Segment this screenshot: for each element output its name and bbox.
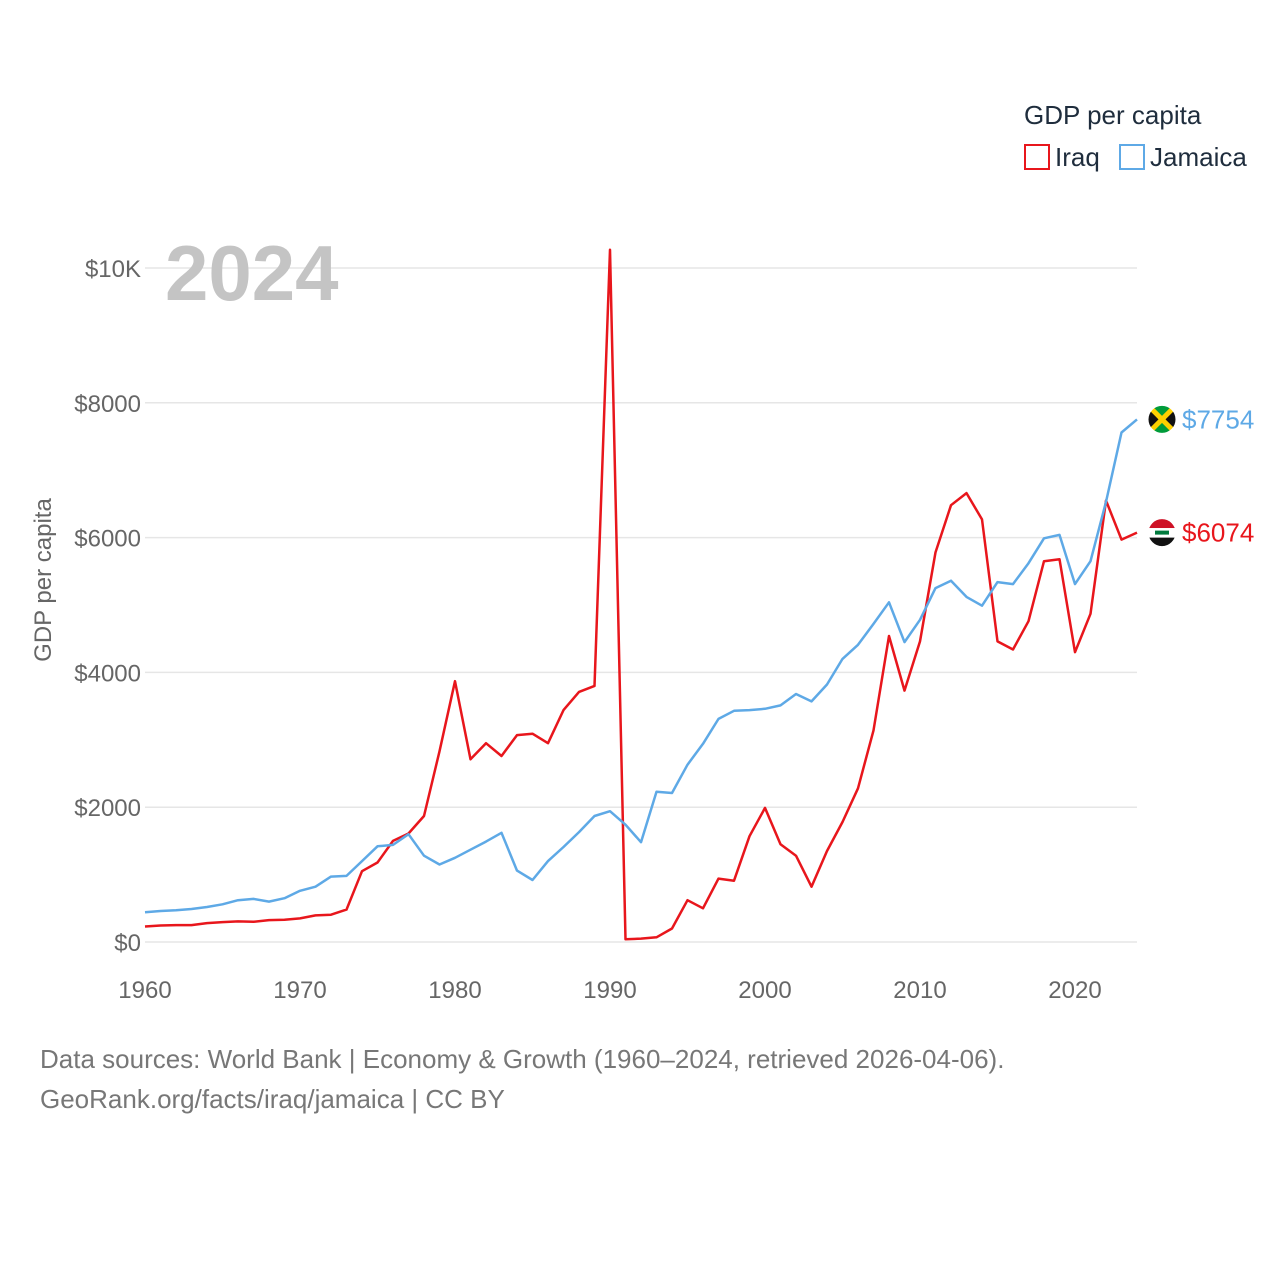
y-axis-ticks: $0 $2000 $4000 $6000 $8000 $10K: [74, 256, 141, 957]
legend: GDP per capita Iraq Jamaica: [1024, 100, 1247, 172]
year-watermark: 2024: [165, 229, 339, 317]
series-line-jamaica[interactable]: [144, 418, 1138, 914]
legend-swatch-iraq: [1024, 144, 1050, 170]
y-tick-label: $2000: [74, 795, 141, 822]
footer-attribution[interactable]: GeoRank.org/facts/iraq/jamaica | CC BY: [40, 1084, 505, 1114]
series-lines: [144, 248, 1138, 941]
x-tick-label: 2010: [893, 977, 946, 1004]
end-value-label-jamaica: $7754: [1182, 404, 1254, 434]
endpoint-iraq: $6074: [1147, 518, 1254, 548]
legend-item-iraq[interactable]: Iraq: [1024, 142, 1100, 172]
y-tick-label: $8000: [74, 391, 141, 418]
legend-label-iraq: Iraq: [1055, 142, 1100, 172]
legend-title: GDP per capita: [1024, 100, 1202, 130]
x-tick-label: 1980: [428, 977, 481, 1004]
x-tick-label: 1970: [273, 977, 326, 1004]
y-axis-label: GDP per capita: [30, 498, 57, 662]
y-tick-label: $6000: [74, 526, 141, 553]
endpoint-jamaica: $7754: [1147, 404, 1254, 434]
x-tick-label: 2020: [1048, 977, 1101, 1004]
x-tick-label: 1990: [583, 977, 636, 1004]
x-tick-label: 2000: [738, 977, 791, 1004]
x-tick-label: 1960: [118, 977, 171, 1004]
y-tick-label: $10K: [85, 256, 141, 283]
legend-item-jamaica[interactable]: Jamaica: [1119, 142, 1247, 172]
y-tick-label: $0: [114, 930, 141, 957]
x-axis-ticks: 1960 1970 1980 1990 2000 2010 2020: [118, 977, 1101, 1004]
legend-swatch-jamaica: [1119, 144, 1145, 170]
end-value-label-iraq: $6074: [1182, 518, 1254, 548]
footer-sources: Data sources: World Bank | Economy & Gro…: [40, 1044, 1005, 1074]
series-endpoints: $6074 $7754: [1147, 404, 1254, 548]
jamaica-flag-icon: [1148, 405, 1176, 434]
legend-label-jamaica: Jamaica: [1150, 142, 1247, 172]
series-line-iraq[interactable]: [144, 248, 1138, 941]
y-tick-label: $4000: [74, 660, 141, 687]
iraq-flag-icon: [1148, 518, 1176, 547]
grid-lines: [145, 267, 1137, 943]
